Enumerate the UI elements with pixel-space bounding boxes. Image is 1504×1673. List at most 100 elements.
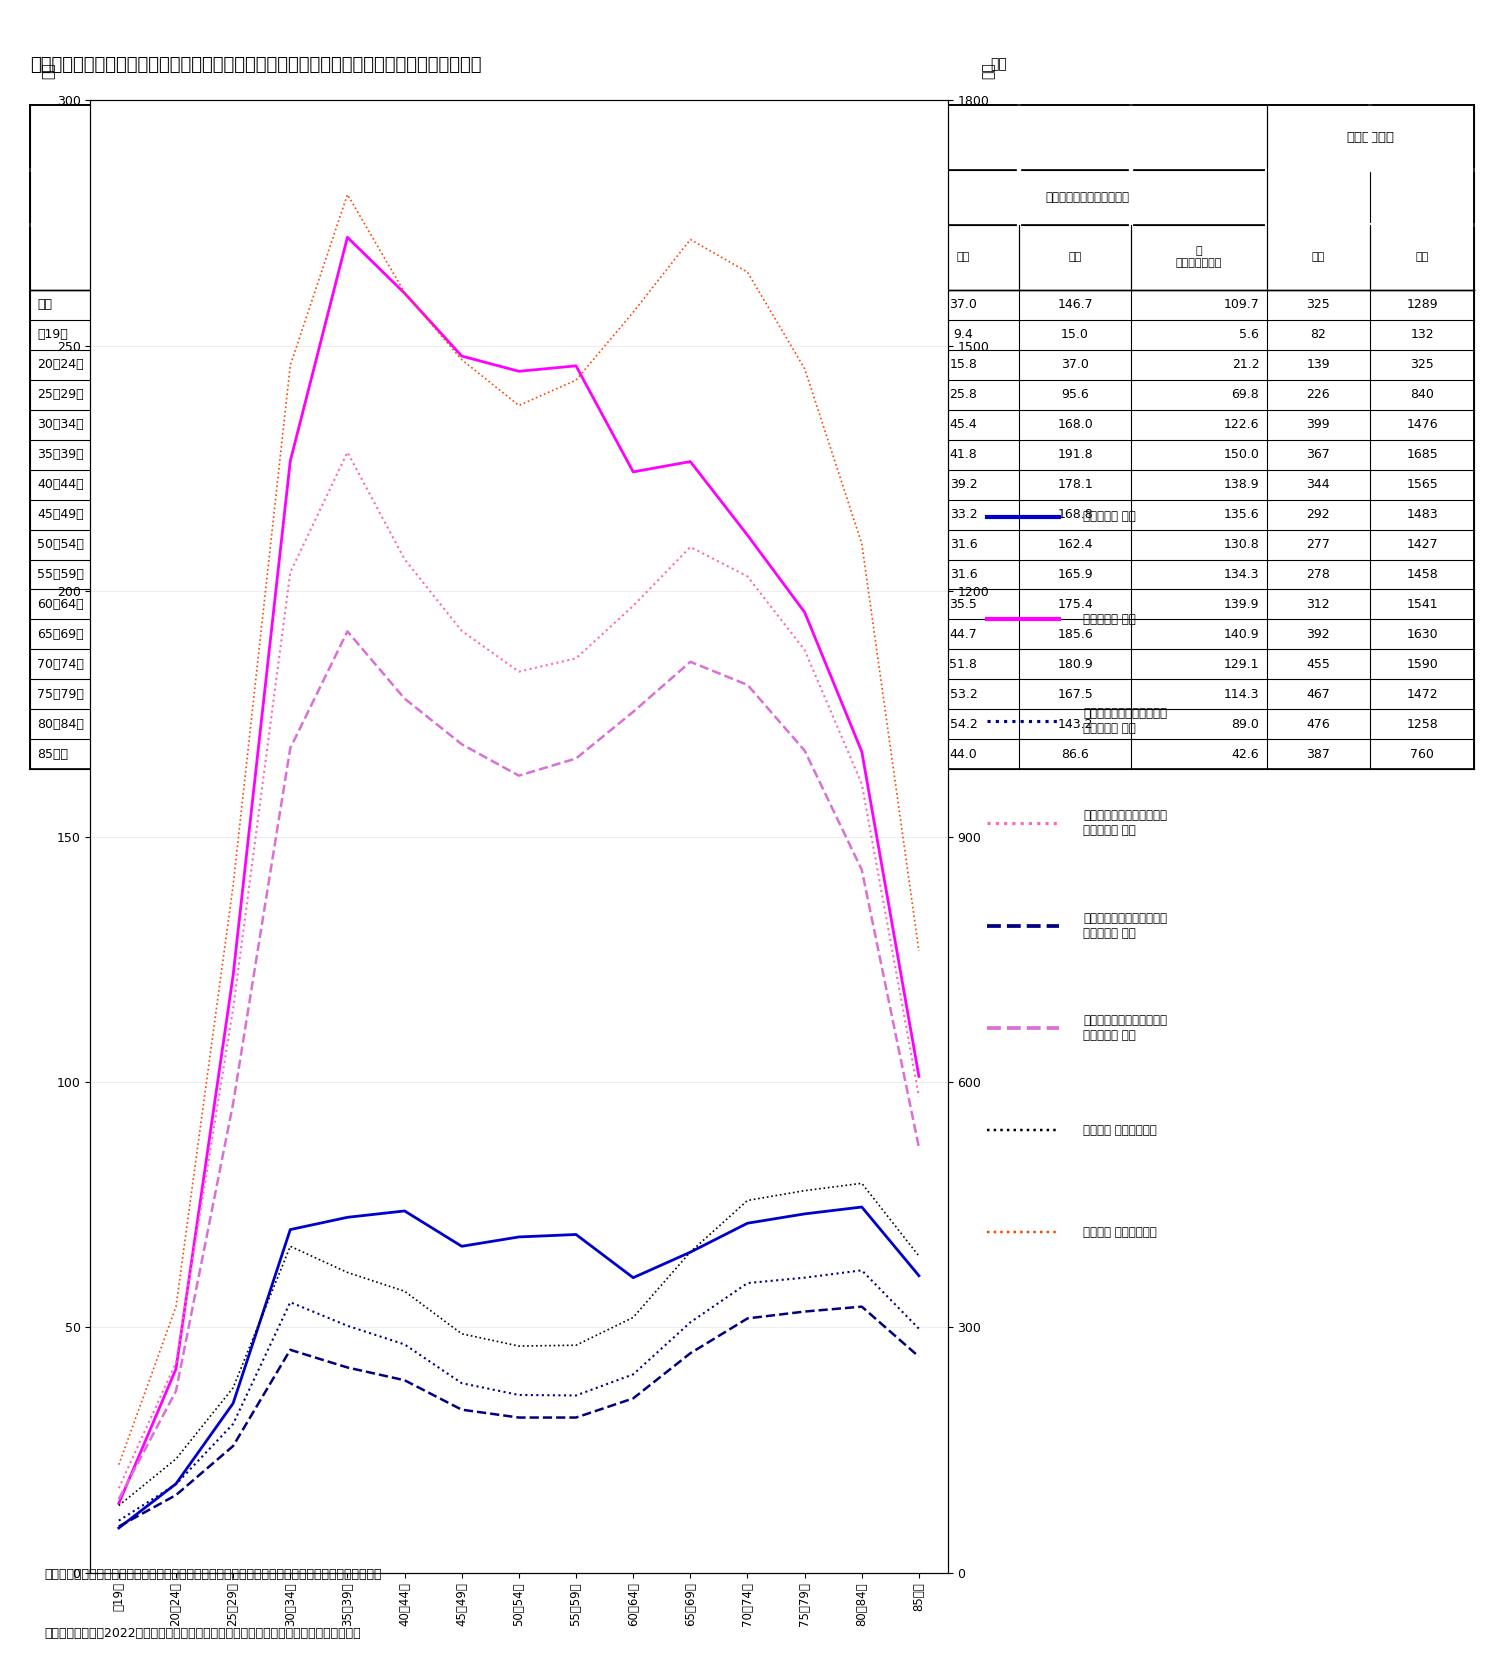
Text: 家事時間 男性（右軸）: 家事時間 男性（右軸） bbox=[1083, 1124, 1157, 1136]
家事時間 女性（右軸） bbox=[453, 350, 471, 370]
Text: 168.8: 168.8 bbox=[1057, 509, 1093, 520]
代替費用法ジェネラリスト
アプローチ 女性 bbox=[110, 1489, 128, 1509]
Text: 150.0: 150.0 bbox=[1223, 448, 1259, 462]
Text: 代替費用法ジェネラリスト
アプローチ 女性: 代替費用法ジェネラリスト アプローチ 女性 bbox=[1083, 1014, 1167, 1042]
Text: 1685: 1685 bbox=[1406, 448, 1438, 462]
機会費用法 女性 bbox=[796, 602, 814, 622]
Text: 156.6: 156.6 bbox=[865, 597, 901, 611]
Line: 代替費用法スペシャリスト
アプローチ 女性: 代替費用法スペシャリスト アプローチ 女性 bbox=[119, 452, 919, 1489]
Text: 41.5: 41.5 bbox=[343, 358, 371, 371]
Text: 226.4: 226.4 bbox=[340, 627, 374, 641]
Line: 機会費用法 女性: 機会費用法 女性 bbox=[119, 238, 919, 1504]
Text: 1458: 1458 bbox=[1406, 569, 1438, 581]
Text: 164.2: 164.2 bbox=[505, 597, 541, 611]
Text: 70〜74歳: 70〜74歳 bbox=[38, 657, 84, 671]
Text: 41.8: 41.8 bbox=[949, 448, 978, 462]
家事時間 男性（右軸） bbox=[796, 1181, 814, 1201]
家事時間 男性（右軸） bbox=[396, 1282, 414, 1302]
機会費用法 男性 bbox=[167, 1474, 185, 1494]
Text: 代替費用法スペシャリスト
アプローチ 男性: 代替費用法スペシャリスト アプローチ 男性 bbox=[1083, 708, 1167, 734]
家事時間 女性（右軸） bbox=[624, 303, 642, 323]
Text: 31.6: 31.6 bbox=[949, 569, 978, 581]
家事時間 女性（右軸） bbox=[853, 534, 871, 554]
代替費用法スペシャリスト
アプローチ 女性 bbox=[624, 596, 642, 616]
Text: 機会費用法 男性: 機会費用法 男性 bbox=[1083, 510, 1136, 524]
代替費用法ジェネラリスト
アプローチ 女性 bbox=[510, 766, 528, 786]
Text: 99.1: 99.1 bbox=[872, 718, 901, 731]
代替費用法スペシャリスト
アプローチ 女性 bbox=[224, 999, 242, 1019]
機会費用法 男性 bbox=[281, 1220, 299, 1240]
Text: 168.0: 168.0 bbox=[1057, 418, 1093, 432]
Text: 187.0: 187.0 bbox=[505, 478, 541, 492]
代替費用法ジェネラリスト
アプローチ 男性 bbox=[338, 1357, 356, 1377]
代替費用法スペシャリスト
アプローチ 男性 bbox=[110, 1511, 128, 1531]
機会費用法 女性 bbox=[338, 228, 356, 248]
Text: 61.6: 61.6 bbox=[591, 718, 618, 731]
Text: 124.9: 124.9 bbox=[865, 298, 901, 311]
Text: 42.8: 42.8 bbox=[591, 298, 618, 311]
代替費用法スペシャリスト
アプローチ 男性 bbox=[624, 1363, 642, 1384]
Text: 92.8: 92.8 bbox=[514, 718, 541, 731]
Y-axis label: 時間: 時間 bbox=[982, 62, 996, 79]
Text: 42.6: 42.6 bbox=[1232, 748, 1259, 761]
家事時間 男性（右軸） bbox=[167, 1449, 185, 1469]
Text: 1289: 1289 bbox=[1406, 298, 1438, 311]
機会費用法 男性 bbox=[453, 1236, 471, 1256]
機会費用法 男性 bbox=[796, 1205, 814, 1225]
代替費用法スペシャリスト
アプローチ 男性 bbox=[910, 1318, 928, 1338]
Text: 55〜59歳: 55〜59歳 bbox=[38, 569, 84, 581]
Text: 147.4: 147.4 bbox=[865, 539, 901, 550]
Text: 男性: 男性 bbox=[239, 253, 253, 263]
Text: 9.1: 9.1 bbox=[236, 328, 256, 341]
Text: 760: 760 bbox=[1411, 748, 1433, 761]
Text: 1590: 1590 bbox=[1406, 657, 1438, 671]
機会費用法 男性 bbox=[910, 1266, 928, 1287]
Text: 男性: 男性 bbox=[1311, 253, 1325, 263]
代替費用法スペシャリスト
アプローチ 男性 bbox=[567, 1385, 585, 1405]
機会費用法 男性 bbox=[396, 1201, 414, 1221]
Text: 129.1: 129.1 bbox=[1224, 657, 1259, 671]
機会費用法 女性 bbox=[910, 1066, 928, 1086]
代替費用法スペシャリスト
アプローチ 男性 bbox=[281, 1292, 299, 1312]
代替費用法ジェネラリスト
アプローチ 女性 bbox=[396, 689, 414, 709]
Text: 180.9: 180.9 bbox=[1057, 657, 1093, 671]
Text: 30.3: 30.3 bbox=[591, 388, 618, 402]
Text: 139: 139 bbox=[1307, 358, 1330, 371]
Text: 211.4: 211.4 bbox=[340, 657, 374, 671]
家事時間 女性（右軸） bbox=[110, 1454, 128, 1474]
Text: 68.9: 68.9 bbox=[232, 569, 259, 581]
Text: 75〜79歳: 75〜79歳 bbox=[38, 688, 84, 701]
Text: 68.4: 68.4 bbox=[232, 539, 259, 550]
代替費用法ジェネラリスト
アプローチ 男性 bbox=[624, 1389, 642, 1409]
Text: 203.0: 203.0 bbox=[698, 657, 734, 671]
家事時間 男性（右軸） bbox=[910, 1246, 928, 1266]
Text: 家事活動時間: 家事活動時間 bbox=[1346, 130, 1394, 144]
Text: 51.8: 51.8 bbox=[949, 657, 978, 671]
家事時間 女性（右軸） bbox=[167, 1297, 185, 1317]
Text: 178.0: 178.0 bbox=[865, 448, 901, 462]
Text: 44.0: 44.0 bbox=[949, 748, 978, 761]
代替費用法ジェネラリスト
アプローチ 女性 bbox=[338, 621, 356, 641]
代替費用法ジェネラリスト
アプローチ 男性 bbox=[510, 1407, 528, 1427]
代替費用法ジェネラリスト
アプローチ 男性 bbox=[853, 1297, 871, 1317]
家事時間 男性（右軸） bbox=[681, 1241, 699, 1261]
Line: 家事時間 女性（右軸）: 家事時間 女性（右軸） bbox=[119, 194, 919, 1464]
代替費用法ジェネラリスト
アプローチ 女性 bbox=[910, 1138, 928, 1158]
Text: 277: 277 bbox=[1307, 539, 1331, 550]
代替費用法ジェネラリスト
アプローチ 女性 bbox=[738, 674, 757, 694]
代替費用法スペシャリスト
アプローチ 女性 bbox=[110, 1479, 128, 1499]
代替費用法スペシャリスト
アプローチ 女性 bbox=[281, 562, 299, 582]
Text: 20〜24歳: 20〜24歳 bbox=[38, 358, 84, 371]
Text: 36.1: 36.1 bbox=[591, 569, 618, 581]
Text: 165.9: 165.9 bbox=[1057, 569, 1093, 581]
代替費用法ジェネラリスト
アプローチ 男性 bbox=[910, 1347, 928, 1367]
Text: 45〜49歳: 45〜49歳 bbox=[38, 509, 84, 520]
代替費用法スペシャリスト
アプローチ 男性 bbox=[510, 1385, 528, 1405]
家事時間 女性（右軸） bbox=[910, 940, 928, 960]
Text: 467: 467 bbox=[1307, 688, 1330, 701]
代替費用法ジェネラリスト
アプローチ 男性 bbox=[738, 1308, 757, 1328]
Text: 18.1: 18.1 bbox=[232, 358, 259, 371]
家事時間 男性（右軸） bbox=[624, 1307, 642, 1327]
Text: 80〜84歳: 80〜84歳 bbox=[38, 718, 84, 731]
機会費用法 女性 bbox=[281, 452, 299, 472]
